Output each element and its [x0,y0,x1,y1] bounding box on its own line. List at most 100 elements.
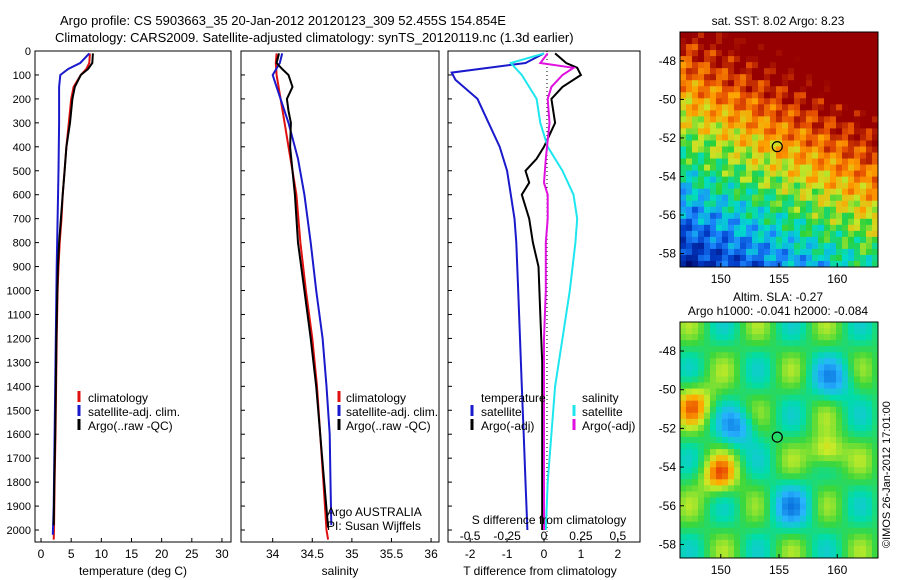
heatmap-cell [734,134,741,141]
sla-map-panel: Altim. SLA: -0.27 Argo h1000: -0.041 h20… [659,290,893,577]
heatmap-cell [788,224,795,232]
heatmap-cell [686,104,693,111]
heatmap-cell [710,424,717,432]
heatmap-cell [716,509,723,517]
heatmap-cell [830,110,837,117]
heatmap-cell [800,485,807,492]
heatmap-cell [764,110,771,117]
heatmap-cell [686,497,693,504]
heatmap-cell [806,322,813,329]
heatmap-cell [860,212,867,220]
heatmap-cell [866,485,873,492]
heatmap-cell [704,56,711,63]
heatmap-cell [704,50,711,57]
heatmap-cell [848,551,855,559]
heatmap-cell [740,122,747,129]
heatmap-cell [830,449,837,456]
heatmap-cell [848,358,855,365]
heatmap-cell [854,539,861,547]
heatmap-cell [836,62,843,69]
heatmap-cell [698,200,705,208]
heatmap-cell [836,370,843,377]
series-line-satellite-adj-clim- [271,53,333,526]
heatmap-cell [746,503,753,510]
heatmap-cell [794,158,801,165]
heatmap-cell [806,218,813,226]
heatmap-cell [770,533,777,541]
heatmap-cell [734,230,741,238]
heatmap-cell [758,467,765,474]
heatmap-cell [722,146,729,153]
heatmap-cell [860,527,867,535]
heatmap-cell [788,134,795,141]
heatmap-cell [686,128,693,135]
heatmap-cell [842,86,849,93]
heatmap-cell [800,158,807,165]
heatmap-cell [860,473,867,480]
heatmap-cell [728,188,735,196]
heatmap-cell [800,68,807,75]
heatmap-cell [698,545,705,553]
heatmap-cell [734,104,741,111]
heatmap-cell [722,32,729,39]
heatmap-cell [680,515,687,523]
heatmap-cell [758,322,765,329]
heatmap-cell [812,388,819,396]
heatmap-cell [800,491,807,498]
heatmap-cell [740,479,747,486]
heatmap-cell [734,122,741,129]
heatmap-cell [806,455,813,462]
heatmap-cell [704,479,711,486]
heatmap-cell [698,56,705,63]
heatmap-cell [752,497,759,504]
heatmap-cell [830,509,837,517]
salinity-plot-frame [240,50,440,543]
heatmap-cell [842,388,849,396]
heatmap-cell [734,424,741,432]
heatmap-cell [842,254,849,262]
heatmap-cell [788,110,795,117]
heatmap-cell [728,340,735,347]
heatmap-cell [710,364,717,371]
heatmap-cell [872,418,879,426]
heatmap-cell [860,170,867,178]
heatmap-cell [710,128,717,135]
heatmap-cell [698,394,705,402]
heatmap-cell [776,38,783,45]
heatmap-cell [818,328,825,335]
heatmap-cell [782,152,789,159]
heatmap-cell [860,400,867,408]
heatmap-cell [860,352,867,359]
heatmap-cell [746,382,753,389]
heatmap-cell [710,188,717,196]
heatmap-cell [698,461,705,468]
heatmap-cell [872,412,879,420]
heatmap-cell [800,449,807,456]
heatmap-cell [716,473,723,480]
s-diff-tick-label: -0.25 [493,529,521,543]
heatmap-cell [680,86,687,93]
heatmap-cell [776,539,783,547]
heatmap-cell [788,430,795,438]
heatmap-cell [776,485,783,492]
heatmap-cell [728,32,735,39]
heatmap-cell [848,230,855,238]
heatmap-cell [860,104,867,111]
heatmap-cell [812,134,819,141]
heatmap-cell [698,479,705,486]
heatmap-cell [812,497,819,504]
heatmap-cell [758,50,765,57]
heatmap-cell [758,230,765,238]
heatmap-cell [692,521,699,529]
heatmap-cell [758,388,765,396]
heatmap-cell [812,322,819,329]
heatmap-cell [776,56,783,63]
heatmap-cell [800,322,807,329]
heatmap-cell [800,152,807,159]
heatmap-cell [788,443,795,450]
heatmap-cell [854,158,861,165]
heatmap-cell [830,358,837,365]
heatmap-cell [872,98,879,105]
heatmap-cell [842,158,849,165]
heatmap-cell [734,497,741,504]
